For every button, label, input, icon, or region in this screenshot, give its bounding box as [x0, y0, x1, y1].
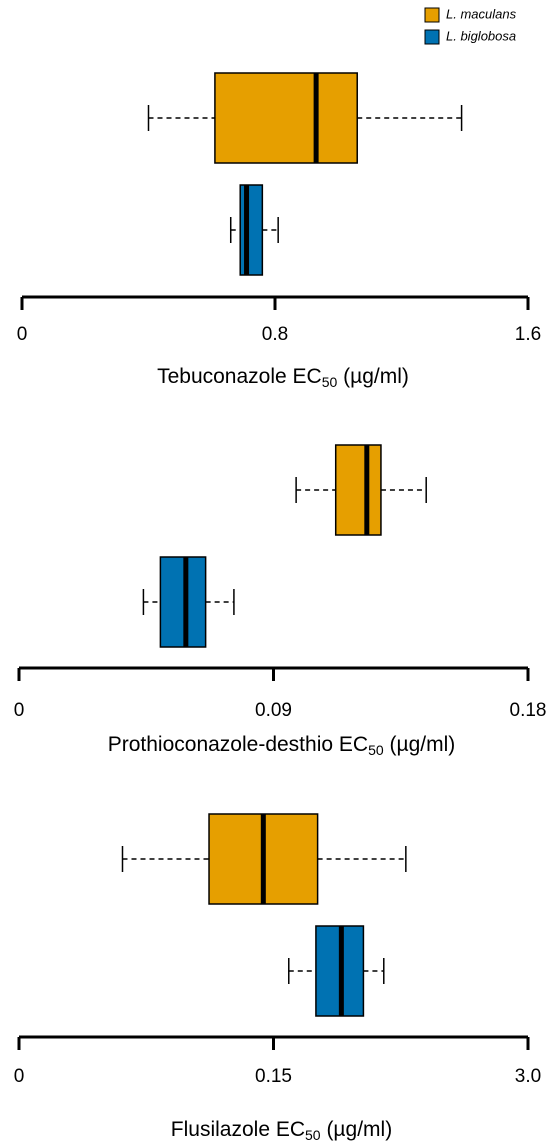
legend-label: L. maculans [446, 6, 517, 21]
x-axis-label: Prothioconazole-desthio EC50 (µg/ml) [108, 733, 456, 758]
x-axis-label-sub: 50 [322, 374, 338, 390]
x-tick-label: 0 [17, 324, 28, 345]
x-axis-label-unit: (µg/ml) [389, 733, 455, 756]
x-axis-label: Flusilazole EC50 (µg/ml) [171, 1118, 392, 1143]
box [239, 184, 264, 276]
box [214, 72, 358, 164]
x-axis-label-unit: (µg/ml) [343, 365, 409, 388]
box [334, 444, 382, 536]
box [159, 556, 207, 648]
x-tick-label: 0 [14, 700, 25, 721]
x-tick-label: 1.6 [515, 324, 541, 345]
x-axis-label-sub: 50 [305, 1127, 321, 1143]
x-axis-label-sub: 50 [368, 742, 384, 758]
x-tick-label: 0 [14, 1066, 25, 1087]
x-axis-label-main: Tebuconazole EC [157, 365, 322, 388]
x-axis-label-main: Prothioconazole-desthio EC [108, 733, 368, 756]
legend-swatch [424, 29, 440, 45]
x-axis-label: Tebuconazole EC50 (µg/ml) [157, 365, 409, 390]
x-tick-label: 0.15 [255, 1066, 292, 1087]
x-tick-label: 0.18 [510, 700, 547, 721]
legend-label: L. biglobosa [446, 28, 516, 43]
x-axis-label-main: Flusilazole EC [171, 1118, 305, 1141]
x-tick-label: 3.0 [515, 1066, 541, 1087]
legend-swatch [424, 7, 440, 23]
x-tick-label: 0.8 [262, 324, 288, 345]
x-tick-label: 0.09 [255, 700, 292, 721]
x-axis-label-unit: (µg/ml) [326, 1118, 392, 1141]
